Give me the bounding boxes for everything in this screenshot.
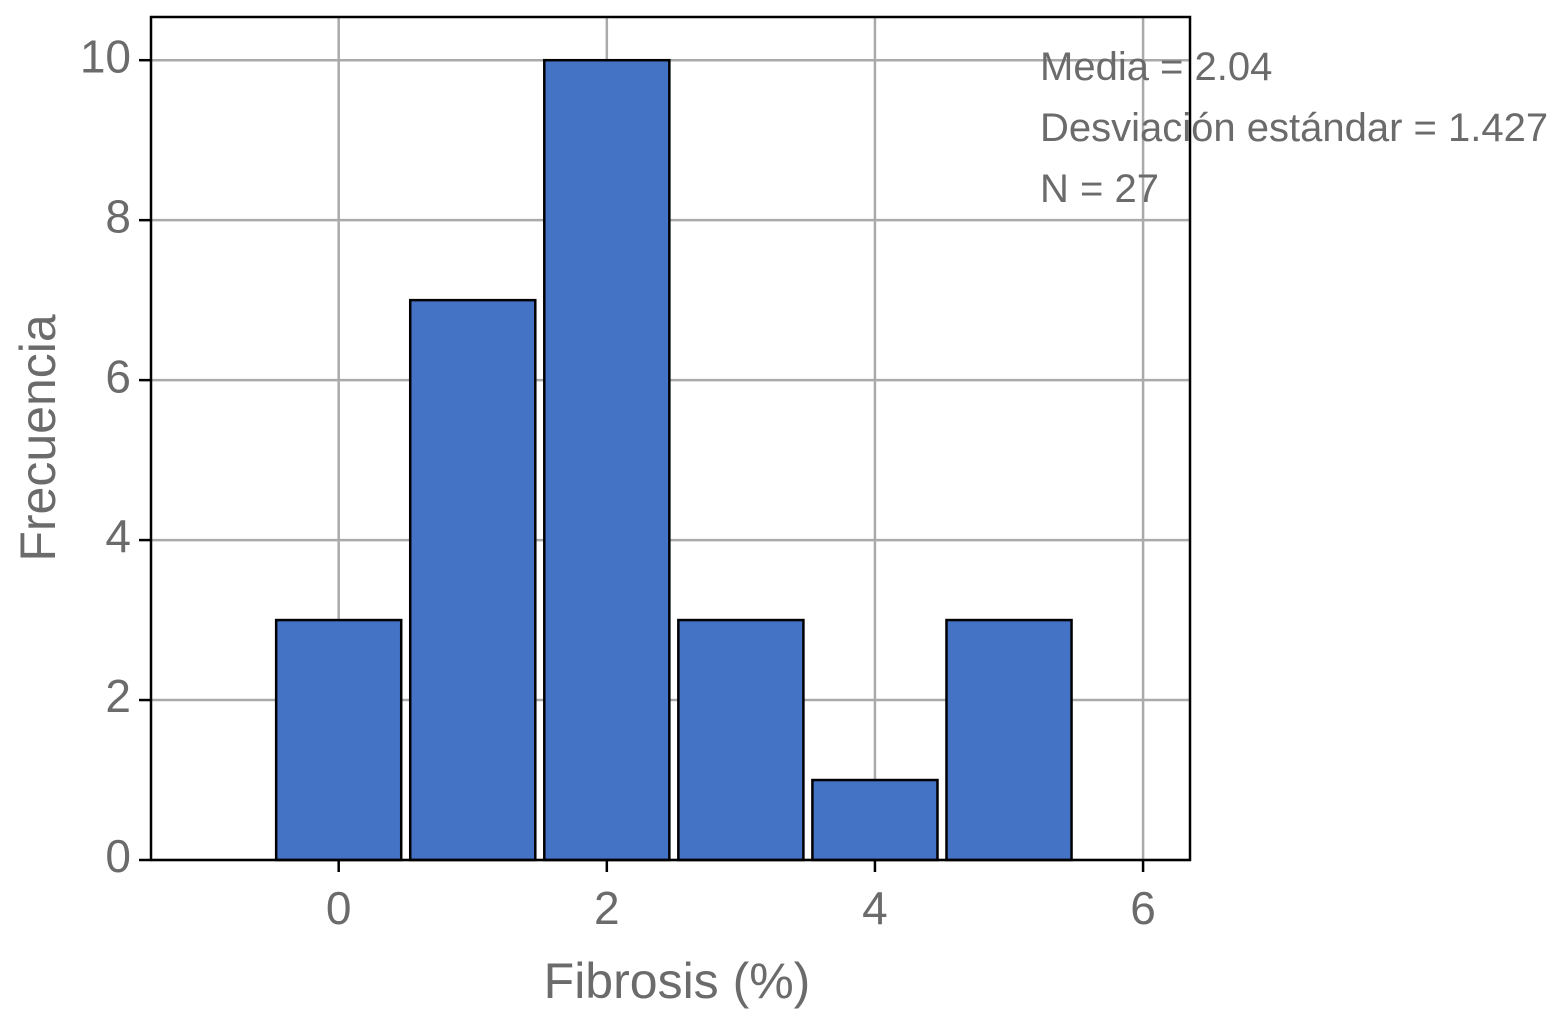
x-tick-label: 4 (862, 882, 888, 934)
x-tick-label: 2 (594, 882, 620, 934)
x-tick-label: 0 (326, 882, 352, 934)
annotation: Media = 2.04 (1040, 45, 1272, 89)
annotation: N = 27 (1040, 167, 1159, 211)
bar (677, 618, 805, 862)
x-tick-label: 6 (1130, 882, 1156, 934)
plot-frame (149, 15, 1192, 862)
bar (543, 58, 671, 862)
bar (274, 618, 403, 862)
y-axis-label: Frecuencia (10, 314, 66, 562)
bar (811, 778, 939, 862)
y-tick-label: 8 (105, 190, 131, 242)
annotation: Desviación estándar = 1.427 (1040, 106, 1548, 150)
y-tick-label: 0 (105, 830, 131, 882)
y-tick-label: 10 (80, 30, 131, 82)
x-axis-label: Fibrosis (%) (544, 953, 811, 1009)
bar (408, 298, 537, 862)
y-tick-label: 2 (105, 670, 131, 722)
y-tick-label: 4 (105, 510, 131, 562)
y-tick-label: 6 (105, 350, 131, 402)
bar (945, 618, 1073, 862)
